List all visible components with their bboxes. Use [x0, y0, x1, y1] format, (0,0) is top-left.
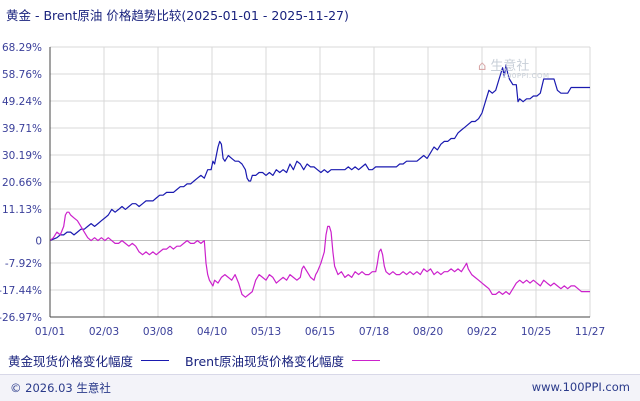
- y-tick-label: 0: [35, 236, 42, 248]
- x-tick-label: 05/13: [251, 326, 281, 338]
- y-tick-label: 20.66%: [2, 177, 42, 189]
- legend-brent-label: Brent原油现货价格变化幅度: [185, 354, 344, 369]
- y-tick-label: 49.24%: [2, 96, 42, 108]
- watermark-url: 100PPI.COM: [502, 72, 550, 80]
- y-tick-label: -17.44%: [0, 285, 42, 297]
- legend: 黄金现货价格变化幅度 Brent原油现货价格变化幅度: [8, 351, 386, 370]
- footer: © 2026.03 生意社 www.100PPI.com: [0, 374, 640, 401]
- x-tick-label: 10/25: [521, 326, 551, 338]
- x-axis-ticks: 01/01 02/03 03/08 04/10 05/13 06/15 07/18 08/20…: [35, 326, 605, 338]
- y-tick-label: 11.13%: [2, 204, 42, 216]
- y-tick-label: 39.71%: [2, 123, 42, 135]
- y-tick-label: 58.76%: [2, 69, 42, 81]
- legend-gold-label: 黄金现货价格变化幅度: [8, 354, 134, 369]
- legend-gold-swatch: [141, 360, 170, 361]
- x-tick-label: 09/22: [467, 326, 497, 338]
- x-tick-label: 03/08: [143, 326, 173, 338]
- series-layer: [49, 64, 590, 298]
- y-tick-label: 30.19%: [2, 150, 42, 162]
- y-axis-ticks: 68.29% 58.76% 49.24% 39.71% 30.19% 20.66% 11.1…: [0, 42, 42, 324]
- x-tick-label: 06/15: [305, 326, 335, 338]
- y-tick-label: -7.92%: [5, 258, 42, 270]
- x-tick-label: 07/18: [359, 326, 389, 338]
- plot-frame: [49, 47, 590, 318]
- footer-copyright: © 2026.03 生意社: [10, 381, 111, 395]
- y-tick-label: 68.29%: [2, 42, 42, 54]
- x-tick-label: 11/27: [575, 326, 605, 338]
- x-tick-label: 01/01: [35, 326, 65, 338]
- gold-series-line: [49, 64, 590, 242]
- grid-lines: [49, 46, 591, 318]
- x-tick-label: 04/10: [197, 326, 227, 338]
- watermark-name: 生意社: [490, 59, 530, 74]
- x-tick-label: 08/20: [413, 326, 443, 338]
- legend-brent-swatch: [351, 360, 380, 361]
- x-tick-label: 02/03: [89, 326, 119, 338]
- house-icon: ⌂: [478, 59, 487, 74]
- y-tick-label: -26.97%: [0, 312, 42, 324]
- chart-title: 黄金 - Brent原油 价格趋势比较(2025-01-01 - 2025-11…: [6, 8, 349, 23]
- watermark-logo: ⌂ 生意社 100PPI.COM: [478, 55, 550, 80]
- brent-series-line: [49, 211, 590, 298]
- footer-site-link[interactable]: www.100PPI.com: [531, 380, 630, 394]
